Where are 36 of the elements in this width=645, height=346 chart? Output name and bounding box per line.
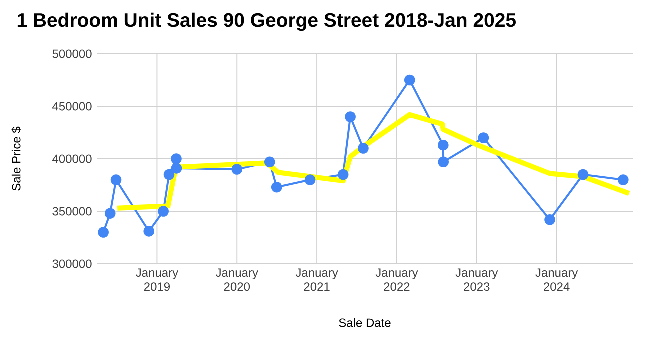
y-tick-label: 300000 <box>52 260 92 268</box>
x-tick-label: January 2024 <box>536 268 578 292</box>
y-tick-label: 350000 <box>52 207 92 216</box>
point <box>438 156 450 168</box>
y-axis-title: Sale Price $ <box>12 126 22 191</box>
x-tick-label: January 2021 <box>296 268 338 292</box>
point <box>171 163 182 174</box>
point <box>271 182 282 193</box>
point <box>171 154 182 164</box>
x-tick-label: January 2020 <box>216 268 258 292</box>
point <box>618 174 629 186</box>
point <box>358 143 369 154</box>
point <box>345 112 356 122</box>
point <box>338 169 349 180</box>
point <box>144 226 155 237</box>
point <box>478 132 490 144</box>
point <box>164 169 175 180</box>
point <box>304 174 316 186</box>
x-tick-label: January 2022 <box>376 268 418 292</box>
x-tick-label: January 2023 <box>456 268 498 292</box>
x-tick-label: January 2019 <box>136 268 179 292</box>
point <box>232 164 243 175</box>
chart-title: 1 Bedroom Unit Sales 90 George Street 2018-Jan 2025 <box>18 12 516 32</box>
point <box>98 227 109 238</box>
point <box>264 156 276 168</box>
point <box>404 74 416 86</box>
point <box>158 206 169 217</box>
point <box>110 174 122 186</box>
y-tick-label: 500000 <box>52 50 92 58</box>
point <box>438 140 449 151</box>
point <box>104 208 116 219</box>
y-tick-label: 400000 <box>52 154 92 164</box>
point <box>544 214 556 226</box>
point <box>578 169 589 180</box>
y-tick-label: 450000 <box>52 102 92 111</box>
x-axis-title: Sale Date <box>339 318 391 328</box>
